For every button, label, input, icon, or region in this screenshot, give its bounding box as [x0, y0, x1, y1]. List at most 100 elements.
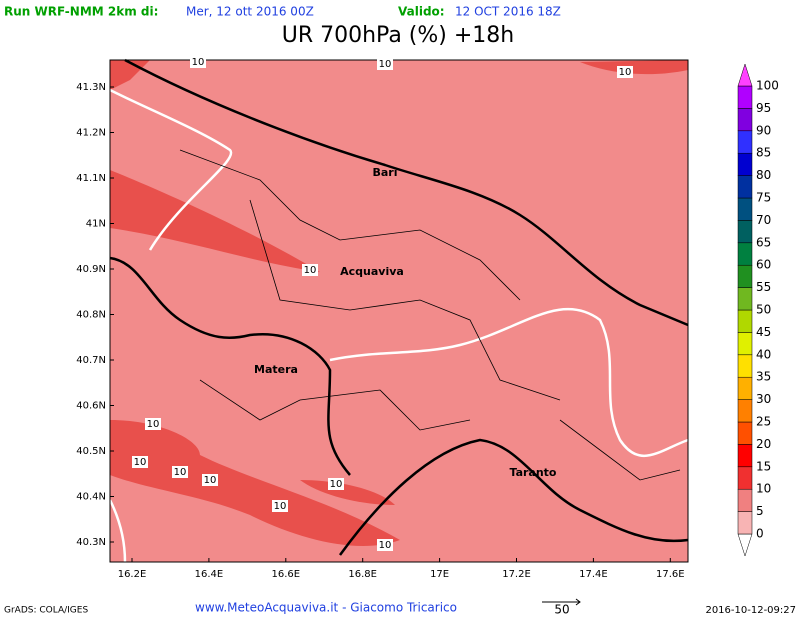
municipal-border — [179, 149, 521, 301]
colorbar-label: 75 — [756, 191, 771, 205]
colorbar-label: 95 — [756, 101, 771, 115]
colorbar-box — [737, 309, 753, 333]
contour-label: 10 — [192, 57, 205, 68]
place-label: Bari — [372, 166, 397, 179]
lon-label: 16.4E — [195, 569, 224, 580]
region-border — [109, 256, 351, 476]
lon-label: 16.2E — [118, 569, 147, 580]
municipal-border — [559, 419, 681, 481]
colorbar-box — [737, 332, 753, 356]
contour-label-box — [617, 66, 633, 78]
colorbar-label: 25 — [756, 415, 771, 429]
colorbar-label: 40 — [756, 347, 771, 361]
humid-patch — [300, 480, 395, 505]
lon-label: 17.6E — [656, 569, 685, 580]
lat-label: 40.7N — [76, 355, 106, 366]
colorbar-label: 90 — [756, 123, 771, 137]
valid-date: 12 OCT 2016 18Z — [455, 5, 561, 19]
colorbar-label: 15 — [756, 459, 771, 473]
lon-label: 17E — [430, 569, 449, 580]
colorbar-label: 0 — [756, 527, 764, 541]
colorbar-triangle — [737, 533, 753, 557]
contour-label-box — [132, 456, 148, 468]
contour-label: 10 — [619, 67, 632, 78]
software-label: GrADS: COLA/IGES — [4, 606, 88, 616]
colorbar-box — [737, 152, 753, 176]
contour-label-box — [202, 474, 218, 486]
contour-label-box — [302, 264, 318, 276]
run-date: Mer, 12 ott 2016 00Z — [186, 5, 314, 19]
lat-label: 41.3N — [76, 82, 106, 93]
humid-patch — [110, 170, 320, 272]
lat-label: 41.1N — [76, 173, 106, 184]
colorbar-label: 70 — [756, 213, 771, 227]
colorbar-box — [737, 108, 753, 132]
lon-label: 16.6E — [272, 569, 301, 580]
colorbar-label: 55 — [756, 280, 771, 294]
colorbar-box — [737, 220, 753, 244]
colorbar-label: 45 — [756, 325, 771, 339]
contour-label-box — [272, 500, 288, 512]
colorbar-box — [737, 130, 753, 154]
colorbar-label: 85 — [756, 146, 771, 160]
colorbar-box — [737, 242, 753, 266]
colorbar-box — [737, 85, 753, 109]
region-border — [108, 499, 127, 563]
place-label: Taranto — [509, 466, 556, 479]
credit: www.MeteoAcquaviva.it - Giacomo Tricaric… — [195, 601, 457, 615]
colorbar-label: 80 — [756, 168, 771, 182]
run-label: Run WRF-NMM 2km di: — [4, 5, 158, 19]
colorbar-box — [737, 399, 753, 423]
colorbar-box — [737, 287, 753, 311]
title: UR 700hPa (%) +18h — [282, 23, 515, 48]
contour-label: 10 — [274, 501, 287, 512]
colorbar-label: 35 — [756, 370, 771, 384]
colorbar-box — [737, 354, 753, 378]
lon-label: 16.8E — [348, 569, 377, 580]
place-label: Acquaviva — [340, 265, 404, 278]
municipal-border — [199, 379, 471, 431]
lat-label: 41N — [86, 219, 106, 230]
lat-label: 40.5N — [76, 446, 106, 457]
region-border — [109, 88, 233, 251]
colorbar-box — [737, 444, 753, 468]
coastline — [338, 438, 689, 556]
contour-label-box — [190, 56, 206, 68]
contour-label-box — [377, 58, 393, 70]
colorbar-label: 60 — [756, 258, 771, 272]
timestamp: 2016-10-12-09:27 — [705, 605, 796, 616]
contour-label: 10 — [204, 475, 217, 486]
colorbar-box — [737, 376, 753, 400]
contour-label: 10 — [304, 265, 317, 276]
contour-label: 10 — [134, 457, 147, 468]
lon-label: 17.2E — [502, 569, 531, 580]
colorbar-box — [737, 264, 753, 288]
colorbar-label: 5 — [756, 504, 764, 518]
humid-patch — [110, 420, 400, 546]
lat-label: 41.2N — [76, 128, 106, 139]
lat-label: 40.6N — [76, 401, 106, 412]
map-frame — [109, 59, 689, 563]
colorbar-triangle — [737, 63, 753, 87]
vector-scale-label: 50 — [554, 603, 569, 617]
contour-label-box — [172, 466, 188, 478]
colorbar-label: 10 — [756, 482, 771, 496]
lat-label: 40.4N — [76, 492, 106, 503]
colorbar-label: 50 — [756, 303, 771, 317]
vector-scale-arrowhead — [575, 598, 581, 606]
lat-label: 40.3N — [76, 537, 106, 548]
contour-label: 10 — [379, 59, 392, 70]
contour-label: 10 — [379, 540, 392, 551]
place-label: Matera — [254, 363, 298, 376]
contour-label-box — [145, 418, 161, 430]
region-border — [329, 307, 689, 458]
colorbar-box — [737, 197, 753, 221]
colorbar-box — [737, 466, 753, 490]
valid-label: Valido: — [398, 5, 445, 19]
map — [108, 58, 689, 563]
humid-patch — [580, 60, 688, 75]
lon-label: 17.4E — [579, 569, 608, 580]
coastline — [124, 58, 689, 327]
contour-label-box — [377, 539, 393, 551]
